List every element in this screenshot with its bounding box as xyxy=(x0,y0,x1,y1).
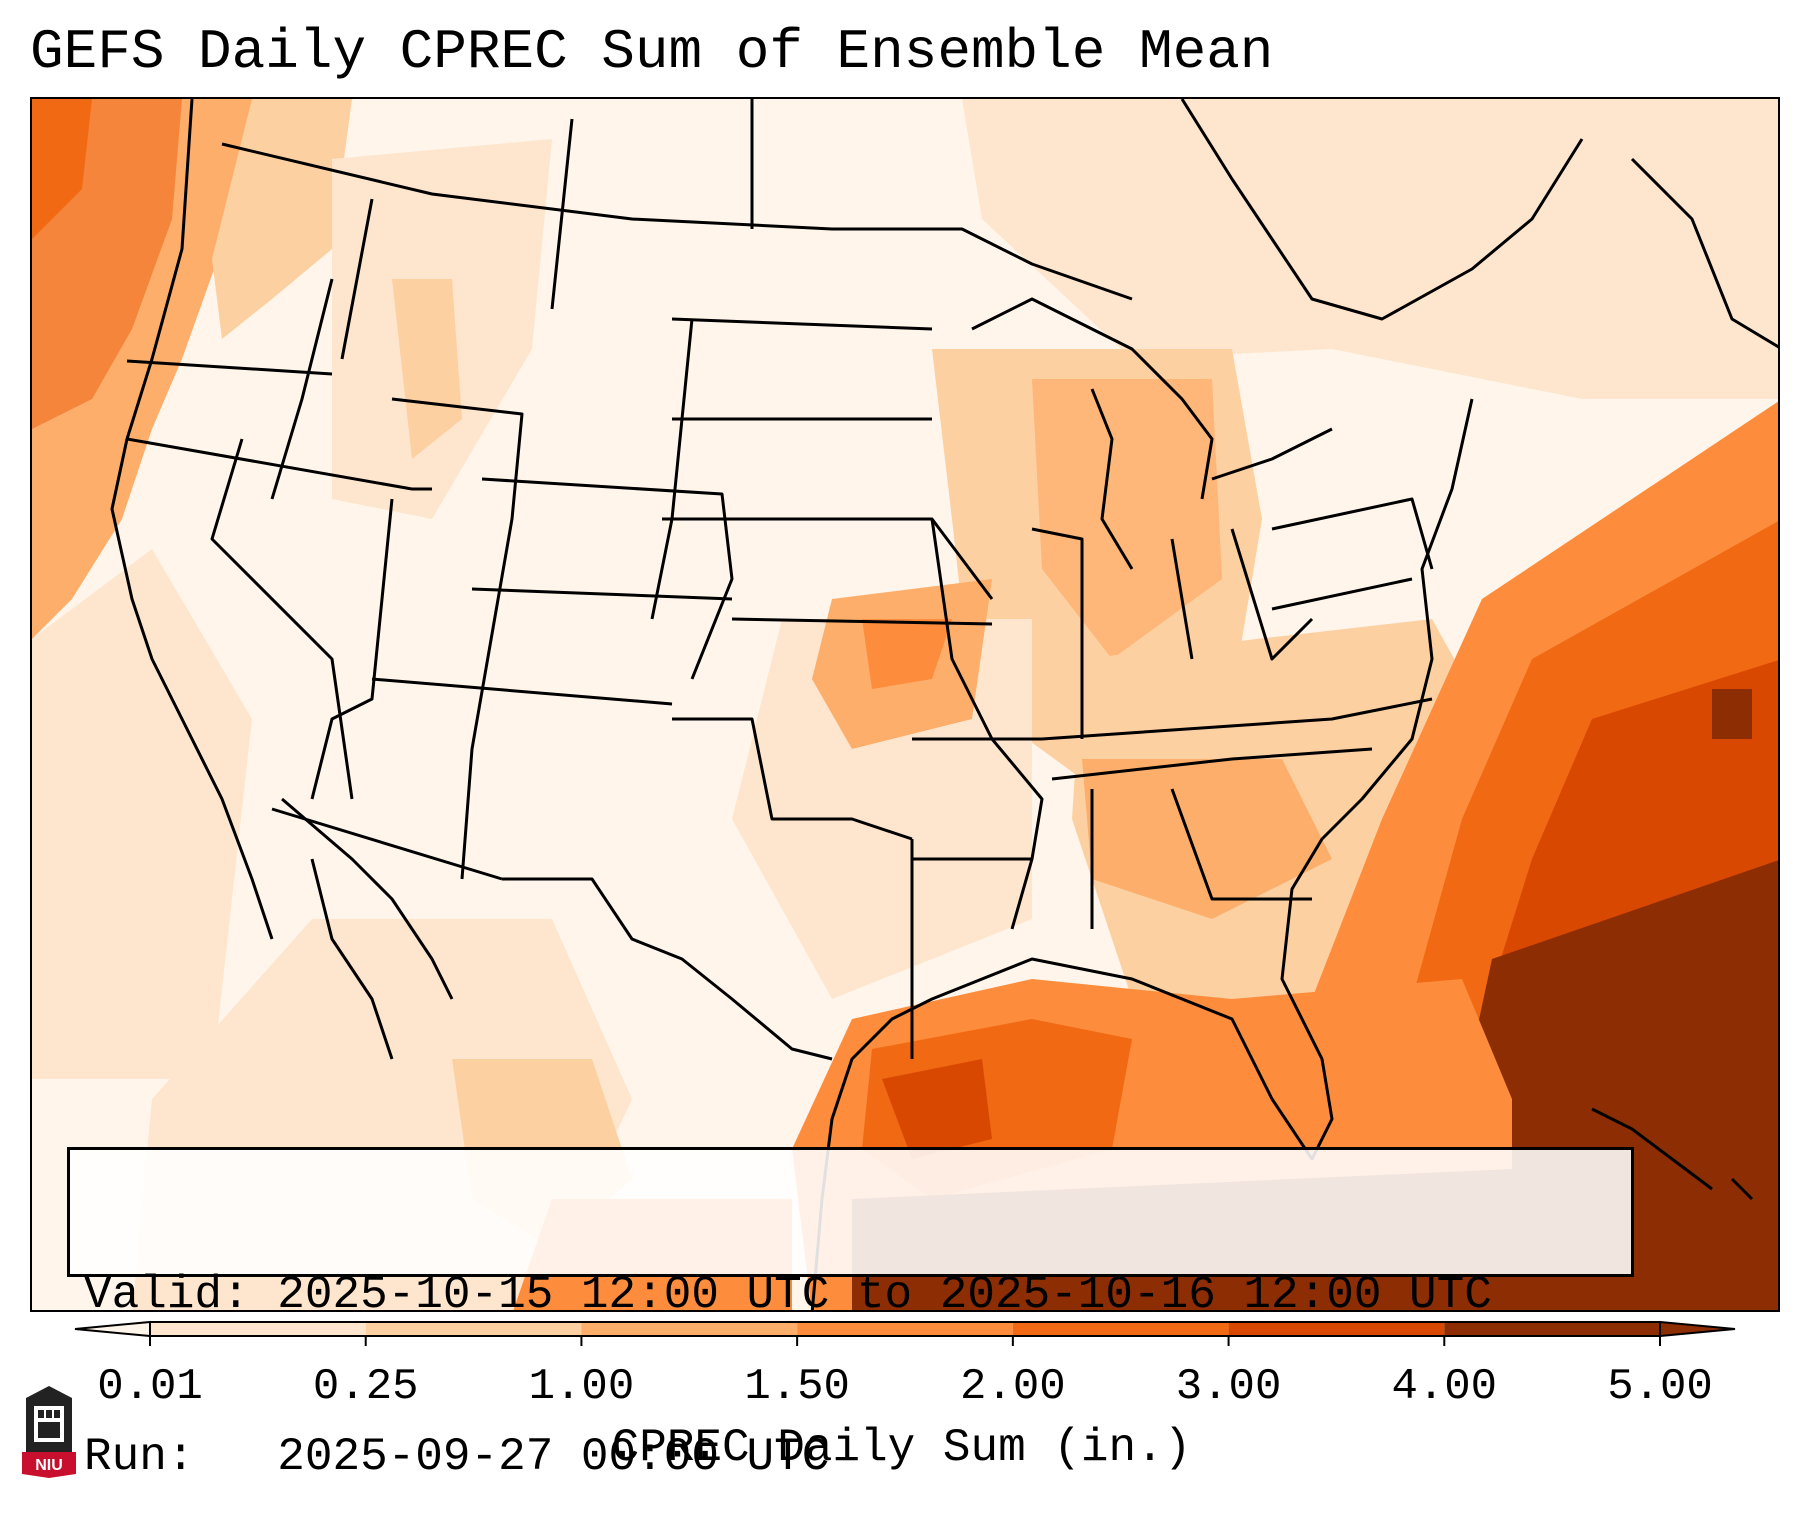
valid-label: Valid: xyxy=(84,1269,250,1321)
colorbar-segment xyxy=(1228,1322,1445,1336)
colorbar-tick-label: 3.00 xyxy=(1175,1362,1282,1412)
run-label: Run: xyxy=(84,1431,195,1483)
run-value: 2025-09-27 00:00 UTC xyxy=(277,1431,830,1483)
colorbar-tick-label: 1.00 xyxy=(528,1362,635,1412)
colorbar-outline xyxy=(149,1321,1661,1337)
colorbar-segment xyxy=(365,1322,582,1336)
colorbar-segment xyxy=(150,1322,366,1336)
precipitation-map xyxy=(30,97,1780,1312)
colorbar-segment xyxy=(797,1322,1013,1336)
map-title: GEFS Daily CPREC Sum of Ensemble Mean xyxy=(30,20,1274,84)
niu-logo-icon: NIU xyxy=(22,1386,76,1478)
valid-value: 2025-10-15 12:00 UTC to 2025-10-16 12:00… xyxy=(277,1269,1492,1321)
colorbar-tick-label: 0.01 xyxy=(97,1362,203,1412)
colorbar-tick-label: 1.50 xyxy=(744,1362,850,1412)
colorbar-segment xyxy=(581,1322,798,1336)
colorbar-extend-high xyxy=(1659,1320,1736,1338)
colorbar-segment xyxy=(1444,1322,1660,1336)
colorbar-tick-label: 5.00 xyxy=(1607,1362,1713,1412)
validity-info-box: Valid: 2025-10-15 12:00 UTC to 2025-10-1… xyxy=(67,1147,1634,1483)
colorbar-title: CPREC Daily Sum (in.) xyxy=(611,1422,1192,1474)
colorbar-extend-low xyxy=(74,1320,151,1338)
run-line: Run: 2025-09-27 00:00 UTC xyxy=(84,1430,1631,1484)
colorbar-tick-label: 2.00 xyxy=(960,1362,1066,1412)
colorbar-tick-label: 4.00 xyxy=(1391,1362,1498,1412)
svg-text:NIU: NIU xyxy=(35,1457,63,1474)
colorbar-segment xyxy=(1012,1322,1229,1336)
valid-line: Valid: 2025-10-15 12:00 UTC to 2025-10-1… xyxy=(84,1268,1631,1322)
colorbar xyxy=(74,1320,1736,1346)
colorbar-tick-label: 0.25 xyxy=(312,1362,419,1412)
